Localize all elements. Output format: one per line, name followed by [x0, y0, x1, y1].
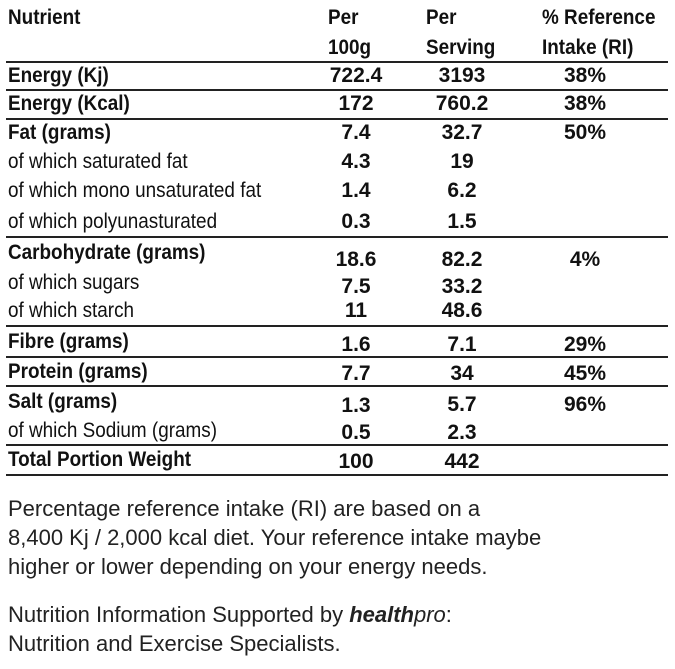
credit-line: Nutrition Information Supported by healt… — [8, 600, 452, 629]
value-per-100g: 0.3 — [341, 210, 371, 233]
header-reference-intake: % Reference Intake (RI) — [542, 3, 655, 63]
value-per-serving: 1.5 — [447, 210, 477, 233]
value-per-serving: 19 — [450, 150, 474, 173]
row-protein: Protein (grams) 7.7 34 45% — [0, 357, 675, 386]
value-reference-intake: 38% — [563, 92, 607, 115]
value-per-serving: 32.7 — [441, 121, 483, 144]
row-starch: of which starch 11 48.6 — [0, 296, 675, 325]
nutrition-credit: Nutrition Information Supported by healt… — [8, 600, 452, 658]
value-per-100g: 11 — [344, 299, 368, 322]
value-per-100g: 4.3 — [341, 150, 371, 173]
row-energy-kcal: Energy (Kcal) 172 760.2 38% — [0, 89, 675, 118]
value-per-100g: 0.5 — [341, 421, 371, 444]
value-per-100g: 1.3 — [341, 394, 371, 417]
row-sodium: of which Sodium (grams) 0.5 2.3 — [0, 416, 675, 445]
value-per-serving: 7.1 — [447, 333, 477, 356]
value-per-100g: 172 — [338, 92, 374, 115]
row-label: of which sugars — [8, 271, 140, 294]
value-per-serving: 6.2 — [447, 179, 477, 202]
row-label: of which Sodium (grams) — [8, 419, 218, 442]
value-reference-intake: 50% — [563, 121, 607, 144]
row-fat: Fat (grams) 7.4 32.7 50% — [0, 118, 675, 147]
value-per-serving: 82.2 — [441, 248, 483, 271]
reference-intake-note: Percentage reference intake (RI) are bas… — [8, 494, 541, 581]
divider-salt — [6, 444, 668, 446]
value-per-serving: 2.3 — [447, 421, 477, 444]
header-per-serving-line2: Serving — [426, 36, 496, 59]
value-reference-intake: 29% — [563, 333, 607, 356]
value-reference-intake: 38% — [563, 64, 607, 87]
value-reference-intake: 45% — [563, 362, 607, 385]
row-label: of which polyunasturated — [8, 210, 218, 233]
row-label: Fat (grams) — [8, 121, 111, 144]
divider-fat — [6, 236, 668, 238]
value-per-serving: 34 — [450, 362, 474, 385]
value-per-100g: 7.4 — [341, 121, 371, 144]
header-reference-intake-line1: % Reference — [542, 6, 656, 29]
value-per-serving: 442 — [444, 450, 480, 473]
divider-fibre — [6, 356, 668, 358]
divider-bottom — [6, 474, 668, 476]
row-polyunsaturated: of which polyunasturated 0.3 1.5 — [0, 207, 675, 236]
divider-protein — [6, 385, 668, 387]
value-per-100g: 7.5 — [341, 275, 371, 298]
brand-health: health — [349, 602, 414, 627]
row-saturated-fat: of which saturated fat 4.3 19 — [0, 147, 675, 176]
value-per-100g: 722.4 — [329, 64, 383, 87]
row-carbohydrate: Carbohydrate (grams) 18.6 82.2 4% — [0, 238, 675, 271]
value-per-100g: 100 — [338, 450, 374, 473]
value-per-100g: 18.6 — [335, 248, 377, 271]
header-reference-intake-line2: Intake (RI) — [542, 36, 634, 59]
divider-header — [6, 61, 668, 63]
divider-energy — [6, 89, 668, 91]
row-mono-unsaturated-fat: of which mono unsaturated fat 1.4 6.2 — [0, 176, 675, 205]
credit-prefix: Nutrition Information Supported by — [8, 602, 350, 627]
row-label: Energy (Kj) — [8, 64, 109, 87]
row-label: of which starch — [8, 299, 135, 322]
header-per-serving: Per Serving — [426, 3, 495, 63]
note-line: 8,400 Kj / 2,000 kcal diet. Your referen… — [8, 525, 542, 550]
value-per-100g: 7.7 — [341, 362, 371, 385]
row-total-portion-weight: Total Portion Weight 100 442 — [0, 445, 675, 474]
value-per-serving: 5.7 — [447, 393, 477, 416]
row-label: Energy (Kcal) — [8, 92, 130, 115]
header-nutrient: Nutrient — [8, 6, 81, 29]
note-line: Percentage reference intake (RI) are bas… — [8, 496, 481, 521]
row-label: Fibre (grams) — [8, 330, 129, 353]
row-sugars: of which sugars 7.5 33.2 — [0, 268, 675, 298]
value-reference-intake: 4% — [569, 248, 601, 271]
header-per-100g: Per 100g — [328, 3, 371, 63]
value-per-serving: 33.2 — [441, 275, 483, 298]
row-label: Total Portion Weight — [8, 448, 192, 471]
value-reference-intake: 96% — [563, 393, 607, 416]
row-label: Carbohydrate (grams) — [8, 241, 206, 264]
header-per-100g-line2: 100g — [328, 36, 372, 59]
row-label: of which mono unsaturated fat — [8, 179, 262, 202]
value-per-serving: 760.2 — [435, 92, 489, 115]
value-per-serving: 3193 — [438, 64, 486, 87]
row-energy-kj: Energy (Kj) 722.4 3193 38% — [0, 61, 675, 90]
row-label: Salt (grams) — [8, 390, 118, 413]
value-per-serving: 48.6 — [441, 299, 483, 322]
row-salt: Salt (grams) 1.3 5.7 96% — [0, 387, 675, 417]
header-per-100g-line1: Per — [328, 6, 359, 29]
row-label: of which saturated fat — [8, 150, 188, 173]
value-per-100g: 1.4 — [341, 179, 371, 202]
row-label: Protein (grams) — [8, 360, 148, 383]
brand-pro: pro — [413, 602, 446, 627]
divider-carbohydrate — [6, 325, 668, 327]
header-per-serving-line1: Per — [426, 6, 457, 29]
note-line: higher or lower depending on your energy… — [8, 554, 488, 579]
row-fibre: Fibre (grams) 1.6 7.1 29% — [0, 327, 675, 356]
credit-suffix: : — [445, 602, 452, 627]
credit-line-2: Nutrition and Exercise Specialists. — [8, 631, 341, 656]
divider-energy-kcal — [6, 118, 668, 120]
value-per-100g: 1.6 — [341, 333, 371, 356]
